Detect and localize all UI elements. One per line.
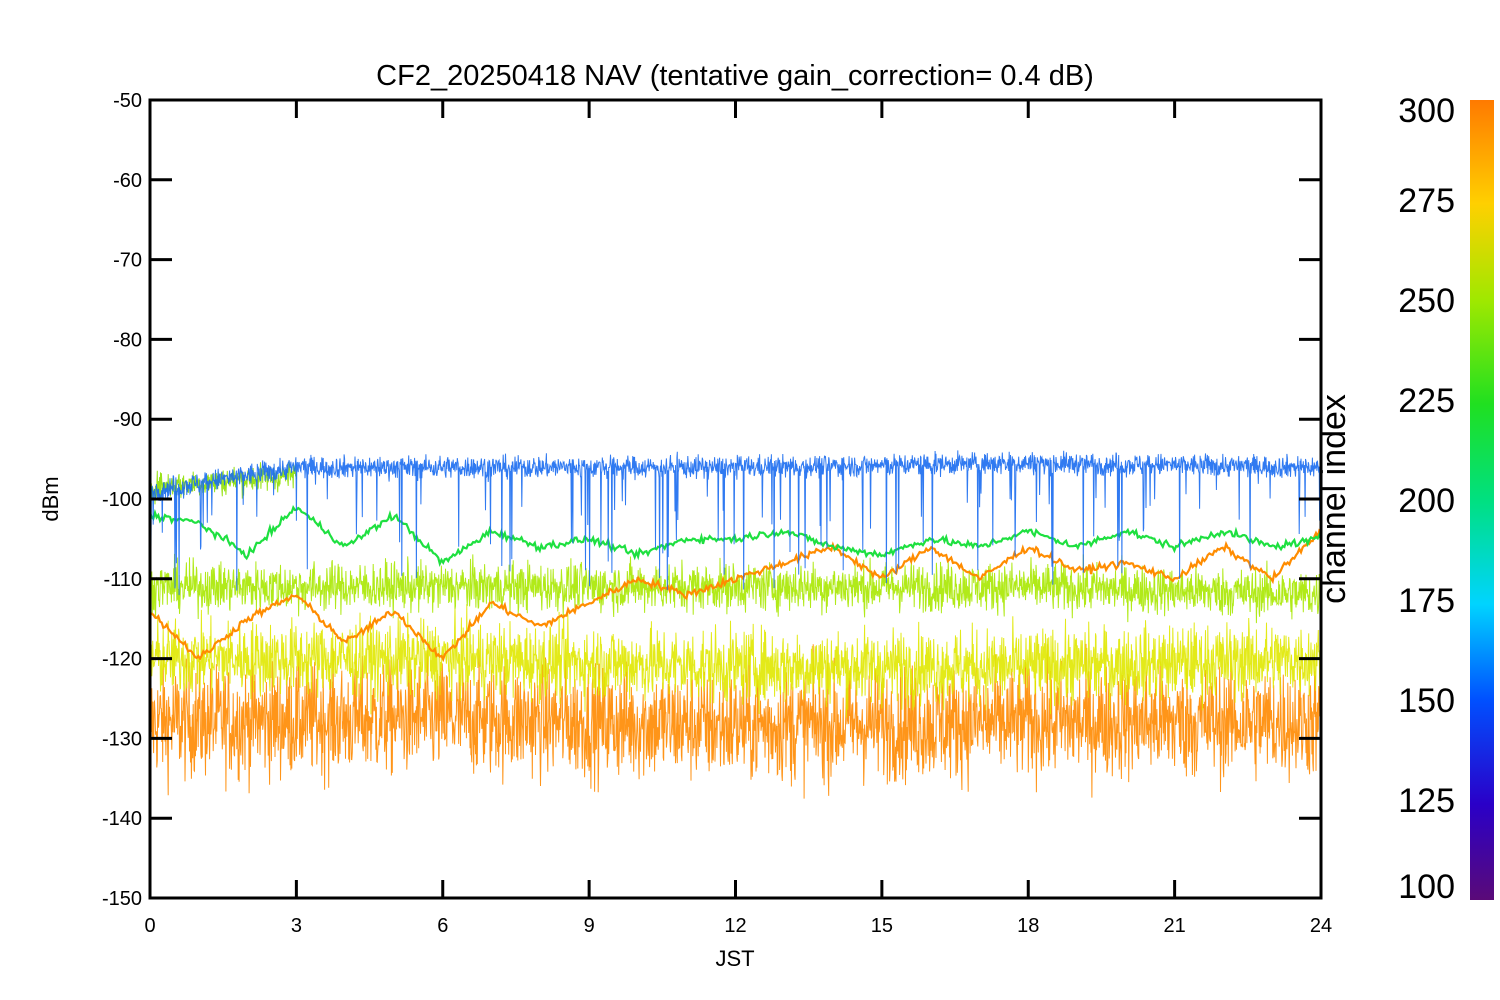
y-tick-label: -60 <box>113 170 142 192</box>
colorbar-tick-label: 175 <box>1398 582 1455 620</box>
series-line-295 <box>150 643 1321 799</box>
x-tick-label: 18 <box>1017 915 1039 937</box>
y-tick-label: -120 <box>102 649 142 671</box>
y-tick-label: -150 <box>102 888 142 910</box>
colorbar-label: channel index <box>1315 394 1353 604</box>
plot-area <box>150 450 1321 799</box>
y-tick-label: -80 <box>113 329 142 351</box>
y-tick-label: -90 <box>113 409 142 431</box>
colorbar: 100 125 150 175 200 225 250 275 300 channel inde… <box>1315 92 1494 906</box>
colorbar-tick-label: 100 <box>1398 868 1455 906</box>
x-tick-label: 6 <box>437 915 448 937</box>
colorbar-tick-label: 250 <box>1398 282 1455 320</box>
colorbar-ticks: 100 125 150 175 200 225 250 275 300 <box>1398 92 1455 906</box>
series-line-245 <box>150 553 1321 624</box>
series-line-150 <box>150 450 1321 596</box>
colorbar-tick-label: 200 <box>1398 482 1455 520</box>
x-tick-label: 3 <box>291 915 302 937</box>
x-axis-label: JST <box>715 946 754 971</box>
y-tick-label: -110 <box>103 569 142 591</box>
x-tick-label: 9 <box>584 915 595 937</box>
series-line-225 <box>150 504 1321 568</box>
colorbar-tick-label: 275 <box>1398 182 1455 220</box>
y-axis-label: dBm <box>38 476 63 521</box>
colorbar-gradient <box>1470 100 1494 900</box>
colorbar-tick-label: 225 <box>1398 382 1455 420</box>
y-tick-label: -50 <box>113 90 142 112</box>
y-tick-label: -130 <box>102 728 142 750</box>
y-tick-label: -100 <box>102 489 142 511</box>
x-tick-label: 15 <box>871 915 893 937</box>
y-axis-ticks: -50 -60 -70 -80 -90 -100 -110 -120 -130 -140 -150 <box>102 90 1321 910</box>
y-tick-label: -70 <box>113 250 142 272</box>
colorbar-tick-label: 125 <box>1398 782 1455 820</box>
series-line-290 <box>150 528 1321 663</box>
x-tick-label: 12 <box>724 915 746 937</box>
colorbar-tick-label: 300 <box>1398 92 1455 130</box>
plot-frame <box>148 98 1323 900</box>
x-tick-label: 21 <box>1164 915 1186 937</box>
colorbar-tick-label: 150 <box>1398 682 1455 720</box>
x-tick-label: 24 <box>1310 915 1332 937</box>
plot-border <box>148 98 1323 900</box>
x-axis-ticks: 0 3 6 9 12 15 18 21 24 <box>144 100 1332 937</box>
x-tick-label: 0 <box>144 915 155 937</box>
chart-title: CF2_20250418 NAV (tentative gain_correct… <box>376 60 1094 92</box>
y-tick-label: -140 <box>102 808 142 830</box>
series-line-270 <box>150 604 1321 718</box>
